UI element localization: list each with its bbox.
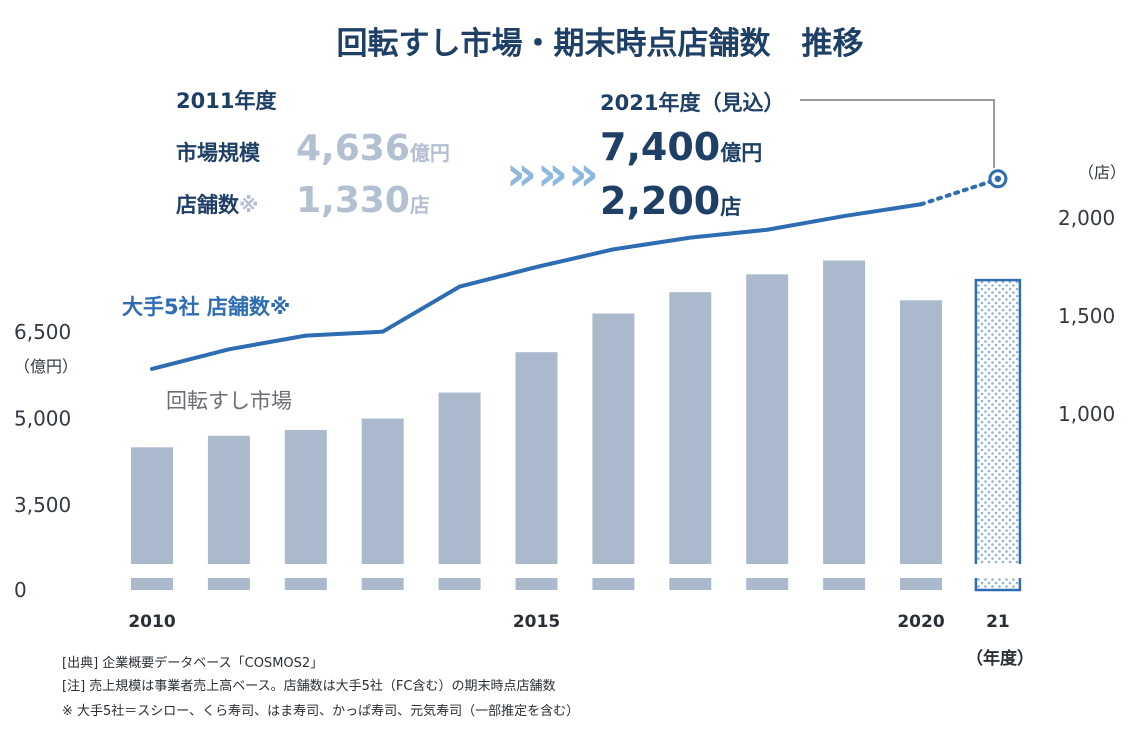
highlight-start-market-unit: 億円 [410, 141, 450, 165]
highlight-market-label: 市場規模 [176, 141, 261, 165]
x-axis-tick: 2015 [513, 612, 560, 632]
left-axis-tick: 6,500 [14, 320, 71, 344]
x-axis: （年度） 2010 2015 2020 21 [128, 612, 1034, 669]
x-axis-unit: （年度） [966, 648, 1034, 669]
highlight-start-stores-unit: 店 [410, 193, 430, 217]
x-axis-tick: 21 [986, 612, 1010, 632]
highlight-end-market: 7,400億円 [600, 125, 762, 169]
callout-connector [800, 99, 995, 168]
bar [361, 418, 404, 590]
right-axis-tick: 1,000 [1058, 402, 1115, 426]
highlight-start-stores-value: 1,330 [296, 180, 410, 221]
highlight-start-market: 4,636億円 [296, 128, 450, 169]
bar [746, 274, 789, 590]
highlight-start-stores: 1,330店 [296, 180, 430, 221]
x-axis-tick: 2010 [128, 612, 175, 632]
stores-note-mark: ※ [239, 193, 258, 217]
chart-title: 回転すし市場・期末時点店舗数 推移 [337, 26, 864, 62]
bar-series [131, 260, 1022, 592]
highlight-end-stores: 2,200店 [600, 179, 741, 223]
highlight-end-stores-value: 2,200 [600, 179, 720, 223]
line-series-label: 大手5社 店舗数※ [122, 295, 290, 319]
highlight-stores-label: 店舗数※ [176, 193, 258, 217]
method-note: [注] 売上規模は事業者売上高ベース。店舗数は大手5社（FC含む）の期末時点店舗… [62, 678, 555, 694]
left-axis-tick: 5,000 [14, 407, 71, 431]
bar-estimate [974, 278, 1022, 592]
right-axis-tick: 1,500 [1058, 304, 1115, 328]
bar [823, 260, 866, 590]
bar [669, 292, 712, 590]
highlight-end: 2021年度（見込） 7,400億円 2,200店 [600, 91, 784, 223]
chevron-right-icon: »»» [506, 146, 599, 202]
line-series [150, 169, 1008, 371]
bar [515, 352, 558, 590]
companies-note: ※ 大手5社＝スシロー、くら寿司、はま寿司、かっぱ寿司、元気寿司（一部推定を含む… [62, 703, 579, 719]
bar [284, 430, 327, 590]
line-endpoint-dot [994, 175, 1002, 182]
left-axis: （億円） 0 3,500 5,000 6,500 [14, 320, 78, 602]
bar [592, 313, 635, 590]
left-axis-tick: 3,500 [14, 493, 71, 517]
highlight-end-market-value: 7,400 [600, 125, 720, 169]
right-axis-tick: 2,000 [1058, 206, 1115, 230]
right-axis-unit: （店） [1078, 163, 1126, 182]
left-axis-unit: （億円） [14, 357, 78, 376]
line-path [150, 202, 923, 371]
source-note: [出典] 企業概要データベース「COSMOS2」 [62, 655, 323, 671]
highlight-start-market-value: 4,636 [296, 128, 410, 169]
left-axis-tick: 0 [14, 578, 27, 602]
line-estimate-dotted [919, 179, 992, 207]
bar-series-label: 回転すし市場 [166, 389, 292, 413]
bar [900, 300, 942, 590]
highlight-start: 2011年度 市場規模 4,636億円 店舗数※ 1,330店 [176, 89, 450, 221]
highlight-end-market-unit: 億円 [720, 141, 762, 165]
highlight-end-stores-unit: 店 [720, 195, 741, 219]
bar [438, 392, 481, 590]
right-axis: （店） 1,000 1,500 2,000 [1058, 163, 1126, 426]
x-axis-tick: 2020 [897, 612, 944, 632]
axis-break [120, 564, 1030, 578]
axis-break-gap [120, 564, 1030, 578]
highlight-end-label: 2021年度（見込） [600, 91, 784, 115]
highlight-start-label: 2011年度 [176, 89, 276, 113]
